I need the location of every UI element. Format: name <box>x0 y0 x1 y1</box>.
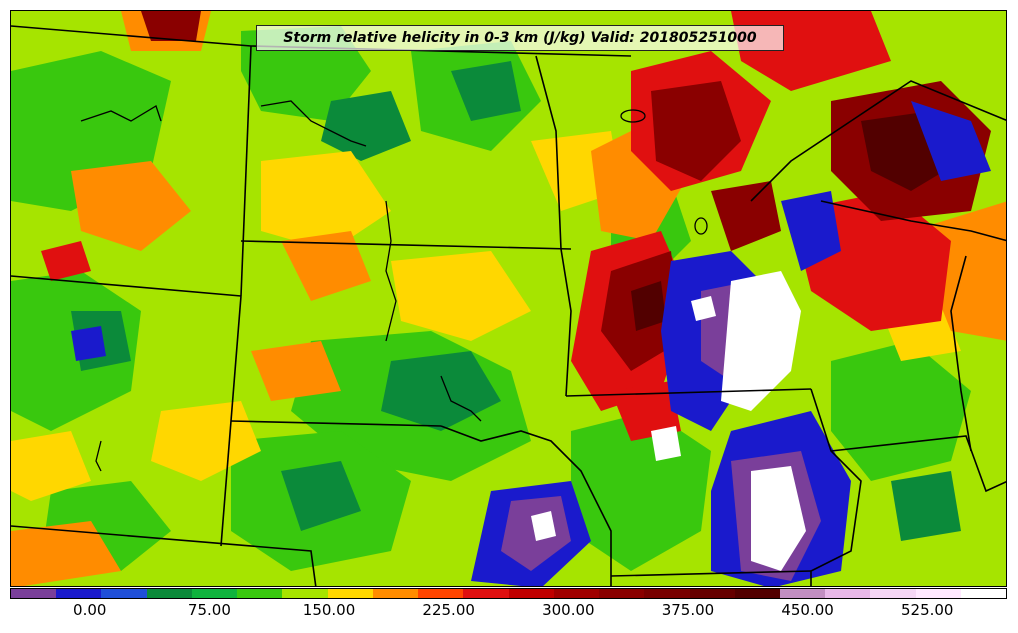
lakes <box>620 109 708 235</box>
colorbar-tick-label: 300.00 <box>542 601 595 619</box>
colorbar-segment <box>146 589 192 598</box>
colorbar-segment <box>915 589 961 598</box>
colorbar-segment <box>11 589 57 598</box>
colorbar-tick-label: 525.00 <box>900 601 954 619</box>
colorbar-segment <box>779 589 826 598</box>
colorbar-segment <box>553 589 600 598</box>
colorbar-segment <box>734 589 780 598</box>
colorbar-segment <box>689 589 735 598</box>
colorbar-tick-label: 225.00 <box>422 601 475 619</box>
colorbar-tick-label: 375.00 <box>661 601 715 619</box>
colorbar-segment <box>327 589 373 598</box>
colorbar-segment <box>508 589 554 598</box>
colorbar-segment <box>599 589 645 598</box>
colorbar <box>10 588 1007 599</box>
colorbar-tick-label: 0.00 <box>73 601 107 619</box>
helicity-map <box>11 11 1006 586</box>
colorbar-tick-label: 450.00 <box>781 601 834 619</box>
rivers <box>80 100 482 472</box>
helicity-white-regions <box>531 271 806 571</box>
colorbar-segment <box>372 589 419 598</box>
colorbar-tick-labels: 0.00 75.00 150.00 225.00 300.00 375.00 450.00 5… <box>10 601 1007 623</box>
colorbar-segment <box>56 589 102 598</box>
colorbar-segment <box>463 589 509 598</box>
colorbar-segment <box>282 589 328 598</box>
colorbar-segment <box>418 589 464 598</box>
colorbar-segment <box>101 589 147 598</box>
colorbar-tick-label: 75.00 <box>187 601 231 619</box>
colorbar-segment <box>960 589 1007 598</box>
map-title: Storm relative helicity in 0-3 km (J/kg)… <box>256 25 784 51</box>
colorbar-segment <box>644 589 690 598</box>
state-boundaries <box>11 25 1006 586</box>
colorbar-segment <box>237 589 283 598</box>
colorbar-segment <box>191 589 238 598</box>
colorbar-segment <box>825 589 871 598</box>
colorbar-segment <box>870 589 916 598</box>
colorbar-tick-label: 150.00 <box>302 601 356 619</box>
map-panel: Storm relative helicity in 0-3 km (J/kg)… <box>10 10 1007 587</box>
